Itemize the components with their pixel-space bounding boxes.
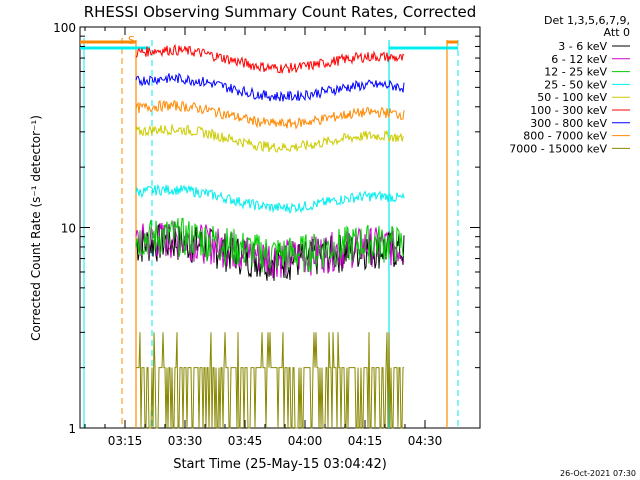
x-tick-label: 03:15	[108, 434, 143, 448]
legend-entry-label: 100 - 300 keV	[530, 104, 607, 117]
legend-header-1: Det 1,3,5,6,7,9,	[544, 14, 630, 27]
y-tick-label: 10	[61, 222, 76, 236]
series-line	[135, 183, 405, 215]
x-tick-label: 04:15	[348, 434, 383, 448]
axes: 03:15 03:30 03:45 04:00 04:15 04:30 1 10 100	[53, 21, 480, 448]
x-axis-label: Start Time (25-May-15 03:04:42)	[173, 457, 387, 472]
series-line	[135, 72, 405, 102]
footer-date: 26-Oct-2021 07:30	[560, 469, 636, 478]
legend-header-2: Att 0	[604, 26, 630, 39]
x-tick-label: 04:30	[408, 434, 443, 448]
legend-entry-label: 3 - 6 keV	[558, 40, 607, 53]
legend-entry-label: 50 - 100 keV	[537, 91, 607, 104]
chart-title: RHESSI Observing Summary Count Rates, Co…	[84, 3, 477, 21]
legend-entry-label: 300 - 800 keV	[530, 117, 607, 130]
y-axis-label: Corrected Count Rate (s⁻¹ detector⁻¹)	[29, 115, 43, 341]
x-tick-label: 03:45	[228, 434, 263, 448]
x-tick-label: 03:30	[168, 434, 203, 448]
x-tick-label: 04:00	[288, 434, 323, 448]
series-line	[135, 99, 405, 130]
y-tick-label: 100	[53, 21, 76, 35]
series-line	[135, 124, 405, 153]
legend-entry-label: 800 - 7000 keV	[523, 130, 607, 143]
series-line	[136, 332, 404, 429]
attenuator-label: S	[128, 34, 135, 47]
y-tick-label: 1	[68, 422, 76, 436]
series-line	[135, 217, 405, 273]
legend-entry-label: 6 - 12 keV	[551, 53, 607, 66]
legend-entry-label: 25 - 50 keV	[544, 78, 607, 91]
data-series	[135, 43, 405, 429]
series-line	[135, 221, 405, 279]
legend-entry-label: 12 - 25 keV	[544, 66, 607, 79]
series-line	[135, 43, 405, 74]
legend-entry-label: 7000 - 15000 keV	[509, 142, 607, 155]
